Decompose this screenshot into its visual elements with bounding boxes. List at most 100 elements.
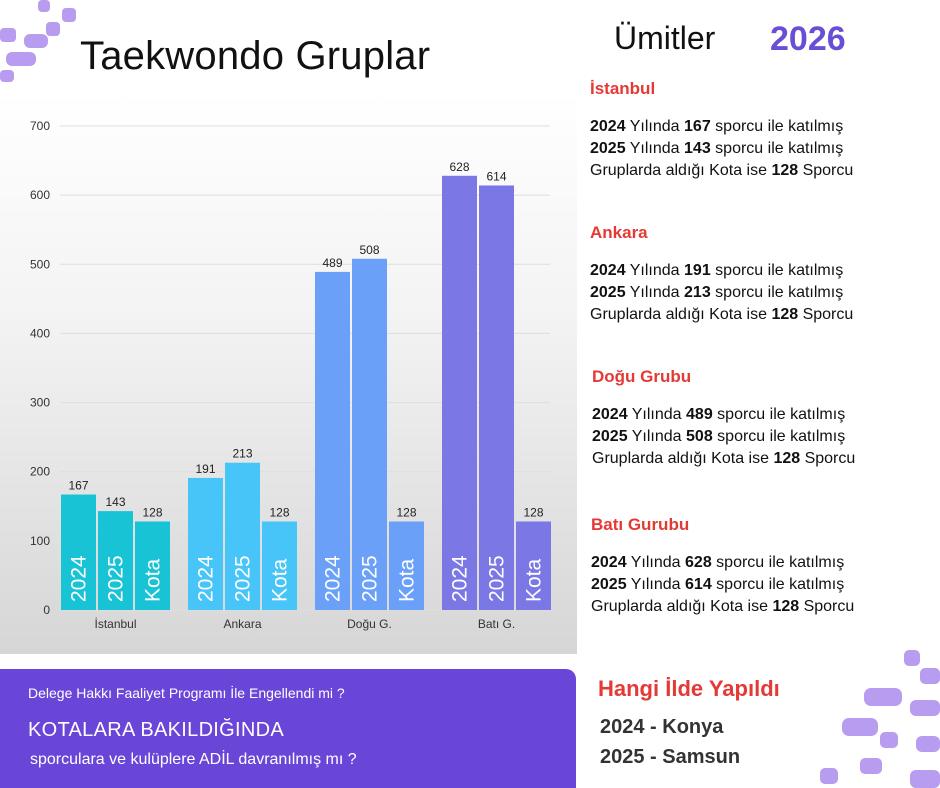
info-text: sporcu ile katılmış: [710, 118, 844, 135]
info-text: 128: [773, 450, 801, 467]
bar: [352, 258, 387, 610]
bar-value-label: 213: [232, 447, 252, 461]
x-category-label: Batı G.: [478, 617, 515, 631]
bar-series-label: Kota: [142, 558, 165, 602]
info-text: Yılında: [625, 262, 685, 279]
info-line: 2025 Yılında 508 sporcu ile katılmış: [592, 426, 855, 448]
decorative-pattern-bottom-right: [820, 650, 940, 788]
info-text: sporcu ile katılmış: [711, 576, 845, 593]
bar: [225, 462, 260, 610]
info-text: 2024: [590, 262, 626, 279]
info-text: 2024: [591, 554, 627, 571]
banner-question: Delege Hakkı Faaliyet Programı İle Engel…: [28, 685, 345, 701]
info-line: Gruplarda aldığı Kota ise 128 Sporcu: [590, 160, 853, 182]
bar: [479, 185, 514, 610]
bar-chart: 0 100 200 300 400 500 600 700 167 2024 143 2025 128 K…: [30, 119, 551, 631]
info-text: 614: [685, 576, 712, 593]
bar-series-label: 2025: [232, 555, 255, 602]
page-title: Taekwondo Gruplar: [80, 34, 431, 78]
x-category-label: Ankara: [223, 617, 261, 631]
bar: [389, 521, 424, 610]
info-line: 2025 Yılında 614 sporcu ile katılmış: [591, 574, 854, 596]
y-tick-label: 0: [43, 603, 50, 617]
info-text: 489: [686, 406, 713, 423]
info-text: sporcu ile katılmış: [710, 284, 844, 301]
bar: [442, 175, 477, 610]
info-text: 143: [684, 140, 711, 157]
banner-subline: sporculara ve kulüplere ADİL davranılmış…: [30, 751, 357, 768]
info-text: Yılında: [625, 118, 685, 135]
info-text: Yılında: [626, 554, 686, 571]
bar: [188, 477, 223, 610]
x-category-label: Doğu G.: [347, 617, 392, 631]
bar-value-label: 489: [322, 256, 342, 270]
info-text: 2025: [590, 140, 626, 157]
bar-series-label: 2025: [359, 555, 382, 602]
info-text: 128: [771, 162, 799, 179]
info-line: Gruplarda aldığı Kota ise 128 Sporcu: [591, 596, 854, 618]
info-text: sporcu ile katılmış: [710, 140, 844, 157]
info-text: sporcu ile katılmış: [712, 406, 846, 423]
info-line: 2024 Yılında 489 sporcu ile katılmış: [592, 404, 855, 426]
venue-heading: Hangi İlde Yapıldı: [598, 676, 780, 701]
info-text: Gruplarda aldığı Kota ise: [592, 450, 774, 467]
bar: [315, 271, 350, 610]
info-text: sporcu ile katılmış: [710, 262, 844, 279]
info-text: 2024: [590, 118, 626, 135]
bar-series-label: 2024: [449, 555, 472, 602]
bar-value-label: 191: [195, 462, 215, 476]
info-block-ankara: Ankara 2024 Yılında 191 sporcu ile katılm…: [590, 222, 853, 326]
info-text: 2025: [591, 576, 627, 593]
y-tick-label: 700: [30, 119, 50, 133]
info-line: 2025 Yılında 143 sporcu ile katılmış: [590, 138, 853, 160]
info-text: Sporcu: [798, 162, 854, 179]
info-text: 628: [685, 554, 712, 571]
bar-series-label: Kota: [269, 558, 292, 602]
info-text: Gruplarda aldığı Kota ise: [590, 306, 772, 323]
info-line: Gruplarda aldığı Kota ise 128 Sporcu: [590, 304, 853, 326]
bar-series-label: 2025: [105, 555, 128, 602]
x-category-label: İstanbul: [94, 617, 136, 631]
info-text: sporcu ile katılmış: [711, 554, 845, 571]
bar-value-label: 167: [68, 479, 88, 493]
info-block-bati: Batı Gurubu 2024 Yılında 628 sporcu ile k…: [591, 514, 854, 618]
info-text: Sporcu: [799, 598, 855, 615]
info-text: Yılında: [627, 428, 687, 445]
bar-series-label: 2024: [322, 555, 345, 602]
info-heading: İstanbul: [590, 79, 656, 98]
info-line: Gruplarda aldığı Kota ise 128 Sporcu: [592, 448, 855, 470]
bar-value-label: 628: [449, 160, 469, 174]
info-text: 191: [684, 262, 711, 279]
info-text: Sporcu: [798, 306, 854, 323]
info-text: 2025: [590, 284, 626, 301]
chart-panel: 0 100 200 300 400 500 600 700 167 2024 143 2025 128 K…: [0, 92, 577, 654]
venue-2024: 2024 - Konya: [600, 716, 724, 738]
y-tick-label: 600: [30, 188, 50, 202]
bar-value-label: 128: [523, 505, 543, 519]
y-tick-label: 500: [30, 257, 50, 271]
info-block-dogu: Doğu Grubu 2024 Yılında 489 sporcu ile ka…: [592, 366, 855, 470]
info-text: Gruplarda aldığı Kota ise: [590, 162, 772, 179]
bar-series-label: Kota: [396, 558, 419, 602]
info-line: 2025 Yılında 213 sporcu ile katılmış: [590, 282, 853, 304]
bar-value-label: 128: [142, 505, 162, 519]
decorative-pattern-top-left: [0, 0, 76, 100]
info-text: 2024: [592, 406, 628, 423]
bar-series-label: 2024: [68, 555, 91, 602]
bar-series-label: 2025: [486, 555, 509, 602]
bar-value-label: 128: [269, 505, 289, 519]
y-tick-label: 200: [30, 465, 50, 479]
info-block-istanbul: İstanbul 2024 Yılında 167 sporcu ile katı…: [590, 78, 853, 182]
info-line: 2024 Yılında 191 sporcu ile katılmış: [590, 260, 853, 282]
info-text: Yılında: [625, 284, 685, 301]
info-text: 128: [772, 598, 800, 615]
info-text: Yılında: [627, 406, 687, 423]
info-text: 128: [771, 306, 799, 323]
venue-2025: 2025 - Samsun: [600, 746, 741, 768]
info-text: Yılında: [626, 576, 686, 593]
bottom-banner: Delege Hakkı Faaliyet Programı İle Engel…: [0, 669, 576, 788]
bar-value-label: 614: [486, 169, 506, 183]
info-text: 508: [686, 428, 713, 445]
info-heading: Doğu Grubu: [592, 367, 692, 386]
bar: [61, 494, 96, 610]
